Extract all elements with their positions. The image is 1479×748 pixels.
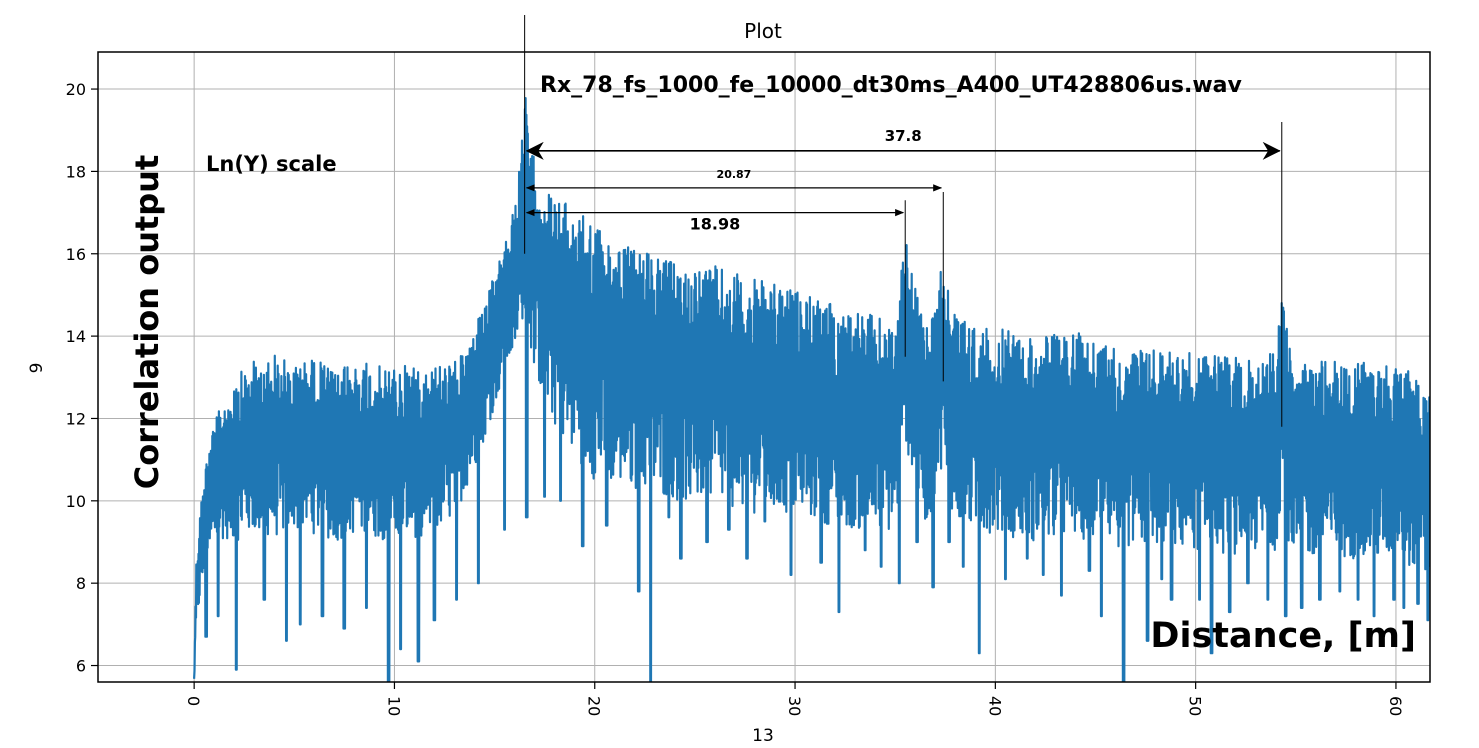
distance-arrow-label: 18.98 — [690, 215, 741, 234]
x-tick-label: 30 — [785, 696, 804, 716]
chart-title: Plot — [744, 19, 782, 43]
y-tick-label: 10 — [66, 492, 86, 511]
y-tick-label: 8 — [76, 574, 86, 593]
side-label: Correlation output — [128, 155, 166, 490]
y-axis-label: 9 — [27, 363, 47, 374]
distance-arrow-label: 37.8 — [885, 127, 922, 145]
x-axis-ticks: 0 10 20 30 40 50 60 — [184, 682, 1405, 716]
x-tick-label: 0 — [184, 696, 203, 706]
y-tick-label: 14 — [66, 327, 86, 346]
y-axis-ticks: 6 8 10 12 14 16 18 20 — [66, 80, 98, 676]
x-tick-label: 10 — [384, 696, 403, 716]
distance-arrow-label: 20.87 — [717, 168, 752, 181]
distance-label: Distance, [m] — [1150, 616, 1416, 656]
y-tick-label: 16 — [66, 245, 86, 264]
y-tick-label: 18 — [66, 162, 86, 181]
x-tick-label: 40 — [985, 696, 1004, 716]
y-tick-label: 6 — [76, 657, 86, 676]
x-tick-label: 50 — [1186, 696, 1205, 716]
x-tick-label: 20 — [585, 696, 604, 716]
series-line — [193, 97, 1430, 682]
distance-arrows: 37.8 20.87 18.98 — [525, 127, 1281, 234]
x-tick-label: 60 — [1386, 696, 1405, 716]
y-tick-label: 20 — [66, 80, 86, 99]
data-series — [193, 97, 1430, 682]
y-tick-label: 12 — [66, 409, 86, 428]
chart-subtitle: Rx_78_fs_1000_fe_10000_dt30ms_A400_UT428… — [540, 73, 1243, 98]
scale-note: Ln(Y) scale — [206, 152, 337, 176]
x-axis-label: 13 — [752, 726, 774, 746]
marker-lines — [524, 14, 1283, 427]
plot-frame — [97, 51, 1431, 683]
